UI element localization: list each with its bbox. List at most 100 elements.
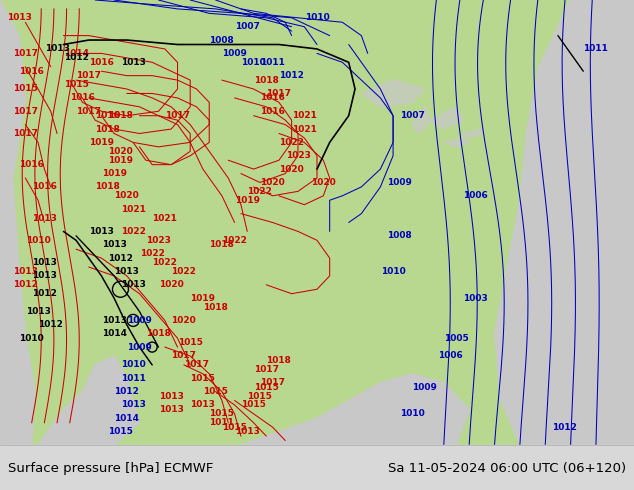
Polygon shape <box>431 107 463 129</box>
Text: 1013: 1013 <box>32 258 57 267</box>
Polygon shape <box>38 356 139 445</box>
Text: 1009: 1009 <box>222 49 247 58</box>
Text: 1009: 1009 <box>127 316 152 325</box>
Polygon shape <box>444 138 469 147</box>
Text: 1006: 1006 <box>463 191 488 200</box>
Text: 1008: 1008 <box>387 231 412 241</box>
Text: 1005: 1005 <box>444 334 469 343</box>
Text: 1022: 1022 <box>279 138 304 147</box>
Text: 1017: 1017 <box>165 111 190 120</box>
Text: Sa 11-05-2024 06:00 UTC (06+120): Sa 11-05-2024 06:00 UTC (06+120) <box>388 462 626 474</box>
Text: 1013: 1013 <box>235 427 260 436</box>
Text: 1018: 1018 <box>95 124 120 134</box>
Text: 1020: 1020 <box>114 191 139 200</box>
Text: 1021: 1021 <box>292 111 317 120</box>
Text: 1021: 1021 <box>152 214 178 222</box>
Polygon shape <box>463 129 482 138</box>
Text: 1021: 1021 <box>292 124 317 134</box>
Text: 1016: 1016 <box>19 67 44 75</box>
Text: 1009: 1009 <box>412 383 437 392</box>
Text: 1016: 1016 <box>32 182 57 192</box>
Text: 1012: 1012 <box>114 387 139 396</box>
Text: 1007: 1007 <box>235 22 260 31</box>
Text: 1013: 1013 <box>44 45 70 53</box>
Polygon shape <box>412 107 431 133</box>
Text: 1013: 1013 <box>6 13 32 23</box>
Text: 1020: 1020 <box>171 316 197 325</box>
Text: 1010: 1010 <box>304 13 330 23</box>
Text: 1008: 1008 <box>209 36 235 45</box>
Text: 1011: 1011 <box>583 45 609 53</box>
Text: 1011: 1011 <box>260 58 285 67</box>
Text: 1013: 1013 <box>190 400 216 410</box>
Text: 1019: 1019 <box>190 294 216 303</box>
Text: 1015: 1015 <box>190 374 216 383</box>
Text: 1013: 1013 <box>120 400 146 410</box>
Text: 1020: 1020 <box>158 280 184 289</box>
Text: 1003: 1003 <box>463 294 488 303</box>
Text: 1010: 1010 <box>25 236 51 245</box>
Text: 1018: 1018 <box>209 240 235 249</box>
Text: 1013: 1013 <box>89 227 114 236</box>
Text: 1010: 1010 <box>120 361 146 369</box>
Text: 1015: 1015 <box>178 338 203 347</box>
Polygon shape <box>0 0 35 445</box>
Text: 1013: 1013 <box>32 271 57 280</box>
Text: 1017: 1017 <box>171 351 197 361</box>
Text: 1017: 1017 <box>13 49 38 58</box>
Text: 1016: 1016 <box>70 94 95 102</box>
Text: 1020: 1020 <box>108 147 133 156</box>
Text: 1017: 1017 <box>254 365 279 374</box>
Text: 1020: 1020 <box>279 165 304 173</box>
Text: 1013: 1013 <box>120 280 146 289</box>
Text: 1020: 1020 <box>311 178 336 187</box>
Text: 1015: 1015 <box>203 387 228 396</box>
Text: 1022: 1022 <box>139 249 165 258</box>
Text: 1019: 1019 <box>235 196 260 205</box>
Text: 1010: 1010 <box>399 409 425 418</box>
Polygon shape <box>495 0 634 445</box>
Text: 1019: 1019 <box>101 169 127 178</box>
Text: 1022: 1022 <box>120 227 146 236</box>
Text: 1022: 1022 <box>152 258 178 267</box>
Text: 1018: 1018 <box>266 356 292 365</box>
Text: 1013: 1013 <box>13 267 38 276</box>
Text: 1015: 1015 <box>209 409 235 418</box>
Text: 1015: 1015 <box>247 392 273 400</box>
Text: 1012: 1012 <box>13 280 38 289</box>
Text: 1014: 1014 <box>101 329 127 338</box>
Text: 1016: 1016 <box>89 58 114 67</box>
Text: 1014: 1014 <box>63 49 89 58</box>
Text: 1017: 1017 <box>76 71 101 80</box>
Text: 1016: 1016 <box>95 111 120 120</box>
Text: 1013: 1013 <box>120 58 146 67</box>
Text: 1018: 1018 <box>146 329 171 338</box>
Text: 1018: 1018 <box>254 75 279 85</box>
Text: 1022: 1022 <box>171 267 197 276</box>
Text: 1018: 1018 <box>108 111 133 120</box>
Text: 1011: 1011 <box>120 374 146 383</box>
Text: 1010: 1010 <box>380 267 406 276</box>
Text: 1020: 1020 <box>260 178 285 187</box>
Text: 1012: 1012 <box>63 53 89 62</box>
Text: 1013: 1013 <box>158 405 184 414</box>
Polygon shape <box>241 374 469 445</box>
Text: 1010: 1010 <box>19 334 44 343</box>
Text: 1012: 1012 <box>108 254 133 263</box>
Text: 1016: 1016 <box>260 94 285 102</box>
Text: 1013: 1013 <box>158 392 184 400</box>
Text: 1018: 1018 <box>95 182 120 192</box>
Text: 1014: 1014 <box>114 414 139 423</box>
Text: 1016: 1016 <box>260 107 285 116</box>
Text: 1012: 1012 <box>279 71 304 80</box>
Text: 1009: 1009 <box>387 178 412 187</box>
Text: 1009: 1009 <box>127 343 152 352</box>
Text: 1023: 1023 <box>285 151 311 160</box>
Text: 1006: 1006 <box>437 351 463 361</box>
Text: 1017: 1017 <box>260 378 285 387</box>
Text: Surface pressure [hPa] ECMWF: Surface pressure [hPa] ECMWF <box>8 462 214 474</box>
Text: 1013: 1013 <box>101 240 127 249</box>
Text: 1012: 1012 <box>32 289 57 298</box>
Text: 1017: 1017 <box>266 89 292 98</box>
Text: 1017: 1017 <box>184 361 209 369</box>
